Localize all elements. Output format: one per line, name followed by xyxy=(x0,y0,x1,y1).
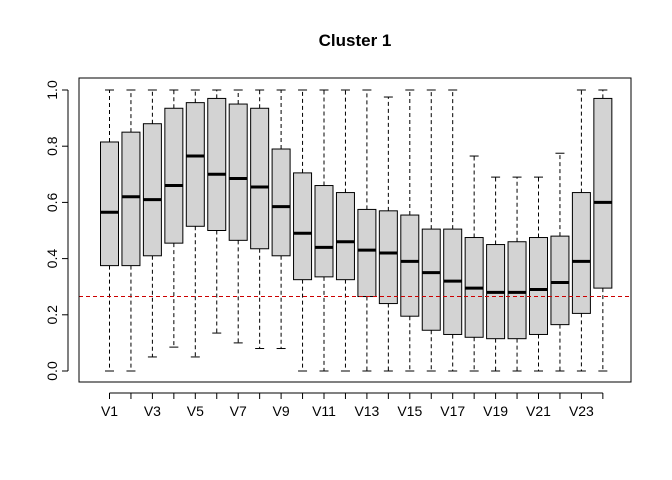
box-V15 xyxy=(400,89,420,372)
plot-area xyxy=(79,89,631,372)
iqr-box xyxy=(293,172,313,281)
box-V19 xyxy=(486,176,506,372)
axes: 0.0 0.2 0.4 0.6 0.8 1.0 V1 V3 V5 V7 V9 V11 V13 V15 V17… xyxy=(44,80,604,419)
x-tick-label: V9 xyxy=(273,403,290,419)
box-V5 xyxy=(185,89,205,358)
x-tick-label: V1 xyxy=(101,403,118,419)
iqr-box xyxy=(250,107,270,250)
x-tick-label: V7 xyxy=(230,403,247,419)
iqr-box xyxy=(121,131,141,267)
box-V24 xyxy=(593,89,613,372)
box-V14 xyxy=(378,96,398,372)
iqr-box xyxy=(571,192,591,314)
iqr-box xyxy=(228,103,248,241)
x-tick-label: V23 xyxy=(569,403,594,419)
box-V11 xyxy=(314,89,334,372)
y-tick-label: 0.2 xyxy=(44,305,60,325)
x-tick-label: V15 xyxy=(397,403,422,419)
box-V4 xyxy=(164,89,184,348)
box-V18 xyxy=(464,155,484,372)
x-tick-label: V3 xyxy=(144,403,161,419)
y-axis: 0.0 0.2 0.4 0.6 0.8 1.0 xyxy=(44,80,69,381)
box-V7 xyxy=(228,89,248,344)
plot-frame xyxy=(78,77,632,383)
x-tick-label: V21 xyxy=(526,403,551,419)
iqr-box xyxy=(378,210,398,305)
y-tick-label: 0.4 xyxy=(44,249,60,269)
iqr-box xyxy=(550,235,570,326)
y-tick-label: 1.0 xyxy=(44,80,60,100)
box-V22 xyxy=(550,152,570,372)
iqr-box xyxy=(529,237,548,335)
box-V13 xyxy=(357,89,377,372)
box-V17 xyxy=(443,89,463,372)
iqr-box xyxy=(593,97,613,289)
iqr-box xyxy=(271,148,291,257)
x-axis: V1 V3 V5 V7 V9 V11 V13 V15 V17 V19 V21 V23 xyxy=(101,392,604,419)
box-V8 xyxy=(250,89,270,350)
chart-title: Cluster 1 xyxy=(319,31,392,50)
iqr-box xyxy=(357,208,377,298)
x-tick-label: V11 xyxy=(312,403,336,419)
box-V3 xyxy=(142,89,162,358)
y-tick-label: 0.8 xyxy=(44,136,60,156)
box-V21 xyxy=(529,176,548,372)
box-V6 xyxy=(207,89,227,334)
iqr-box xyxy=(185,102,205,227)
x-tick-label: V5 xyxy=(187,403,204,419)
iqr-box xyxy=(507,241,527,340)
box-V12 xyxy=(335,89,355,372)
iqr-box xyxy=(207,97,227,232)
box-V9 xyxy=(271,89,291,350)
box-V16 xyxy=(421,89,441,372)
iqr-box xyxy=(421,228,441,331)
iqr-box xyxy=(335,192,355,281)
box-V20 xyxy=(507,176,527,372)
x-tick-label: V17 xyxy=(440,403,465,419)
iqr-box xyxy=(142,123,162,257)
x-tick-label: V13 xyxy=(354,403,379,419)
y-tick-label: 0.0 xyxy=(44,361,60,381)
box-V1 xyxy=(100,89,119,372)
iqr-box xyxy=(400,214,420,317)
iqr-box xyxy=(100,141,119,267)
box-V23 xyxy=(571,89,591,372)
box-V2 xyxy=(121,89,141,372)
box-V10 xyxy=(293,89,313,372)
x-tick-label: V19 xyxy=(483,403,508,419)
iqr-box xyxy=(164,107,184,244)
iqr-box xyxy=(314,185,334,278)
y-tick-label: 0.6 xyxy=(44,192,60,212)
